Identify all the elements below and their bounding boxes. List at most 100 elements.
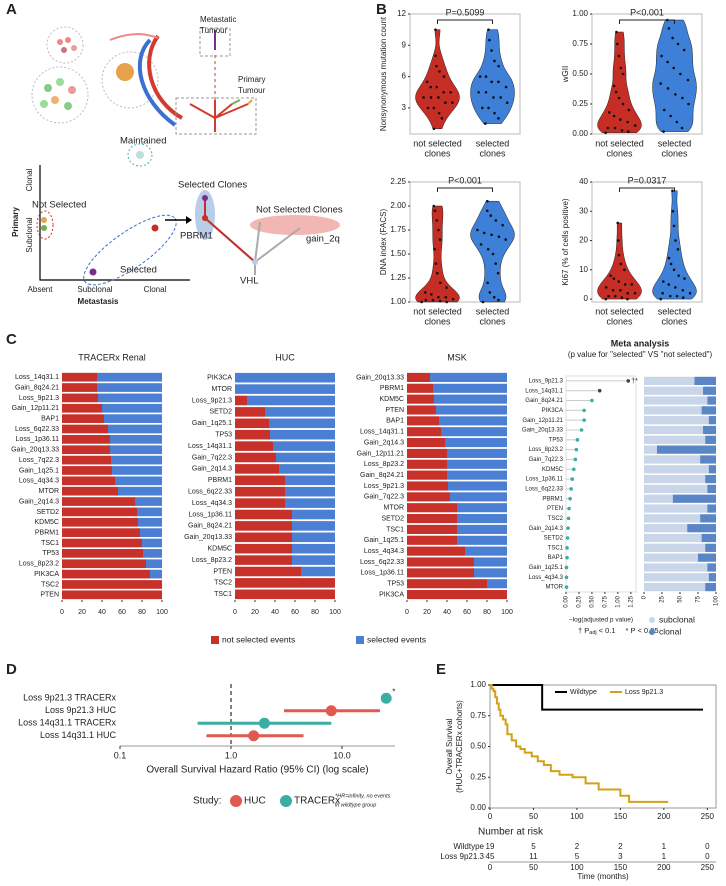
dot [590, 398, 594, 403]
bar-segment [703, 386, 716, 395]
y-axis-label: Ki67 (% of cells positive) [561, 198, 570, 285]
x-tick-label: 0.75 [602, 595, 608, 607]
bar-segment [407, 405, 436, 415]
panel-label: C [6, 331, 17, 348]
footnote-part: adj [589, 630, 596, 636]
bar-segment [407, 514, 457, 524]
bar-segment [276, 452, 335, 463]
data-point [487, 106, 490, 110]
dot [579, 428, 584, 432]
y-tick-label: TP53 [549, 437, 564, 443]
data-point [626, 120, 629, 124]
dot [566, 526, 570, 530]
data-point [630, 283, 634, 286]
diagram-label: Not Selected [32, 200, 86, 211]
violin [597, 222, 642, 300]
footnote: † Padj < 0.1 * P < 0.05 [578, 626, 659, 636]
bar-segment [235, 464, 279, 474]
kidney-zoom [101, 51, 159, 109]
y-tick-label: Loss_1p36.11 [361, 570, 405, 577]
data-point [492, 96, 495, 99]
y-tick-label: Gain_8q24.21 [360, 472, 404, 479]
x-tick-label: 150 [614, 812, 628, 821]
y-tick-label: KDM5C [207, 546, 232, 553]
x-tick-label: selected [658, 306, 692, 316]
data-point [484, 90, 488, 94]
diagram-label: Subclonal [25, 217, 34, 252]
data-point [494, 262, 498, 265]
data-point [617, 96, 621, 100]
footnote-part: † P [578, 626, 589, 635]
bar-segment [407, 535, 457, 545]
bar-segment [705, 435, 716, 444]
bar-segment [235, 498, 285, 508]
x-tick-label: 0 [60, 609, 64, 616]
data-point [688, 291, 692, 295]
dot [565, 536, 570, 540]
dot [571, 467, 576, 472]
chart-title: Meta analysis [611, 338, 670, 348]
dot [564, 585, 569, 589]
dot [573, 457, 578, 462]
y-tick-label: PTEN [40, 592, 59, 599]
data-point [439, 281, 442, 285]
x-tick-label: 20 [78, 609, 86, 616]
data-point [437, 295, 440, 299]
footnote-part: * P < 0.05 [626, 626, 659, 635]
y-tick-label: SETD2 [544, 536, 564, 542]
legend-label: HUC [244, 796, 266, 807]
data-point [617, 280, 621, 283]
data-point [627, 108, 631, 112]
cell [71, 45, 77, 51]
bar-segment [247, 395, 335, 406]
diagram-label: Subclonal [77, 285, 112, 294]
bar-segment [439, 416, 507, 426]
bar-segment [62, 559, 146, 569]
y-tick-label: Loss_6q22.33 [188, 489, 232, 496]
data-point [619, 66, 623, 70]
plot-frame [591, 181, 703, 303]
bar-segment [707, 484, 716, 494]
bar-segment [687, 524, 716, 533]
bar-segment [433, 383, 507, 393]
bar-segment [644, 435, 706, 444]
data-point [444, 101, 447, 104]
dot [567, 506, 571, 511]
bar-segment [265, 407, 335, 417]
data-point [444, 295, 448, 299]
data-point [432, 127, 436, 131]
data-point [612, 114, 616, 118]
data-point [431, 298, 435, 302]
data-point [478, 75, 482, 78]
data-point [433, 209, 437, 213]
data-point [620, 296, 624, 299]
y-tick-label: Loss_9p21.3 [529, 378, 564, 384]
diagram-label: PBRM1 [180, 231, 213, 242]
x-tick-label: 100 [570, 812, 584, 821]
bar-segment [108, 424, 162, 434]
y-axis-label: (HUC+TRACERx cohorts) [455, 700, 464, 793]
dot [574, 447, 579, 452]
x-tick-label: selected [476, 306, 510, 316]
data-point [604, 297, 608, 301]
cell [40, 100, 48, 108]
data-point [616, 239, 620, 242]
dot [565, 546, 569, 550]
y-tick-label: 40 [579, 177, 588, 186]
legend-label: clonal [659, 626, 681, 636]
vessel [109, 33, 159, 41]
data-point [669, 262, 673, 266]
data-point [604, 286, 608, 289]
data-point [426, 106, 430, 110]
dot [565, 555, 569, 560]
dot [564, 565, 569, 570]
bar-segment [644, 504, 708, 513]
estimate [325, 705, 337, 717]
bar-segment [448, 481, 507, 491]
y-tick-label: Gain_8q24.21 [15, 384, 59, 391]
data-point [619, 262, 623, 266]
y-tick-label: PBRM1 [35, 529, 59, 536]
bar-segment [465, 546, 507, 556]
y-tick-label: 10 [579, 265, 588, 274]
y-tick-label: 9 [402, 40, 407, 49]
